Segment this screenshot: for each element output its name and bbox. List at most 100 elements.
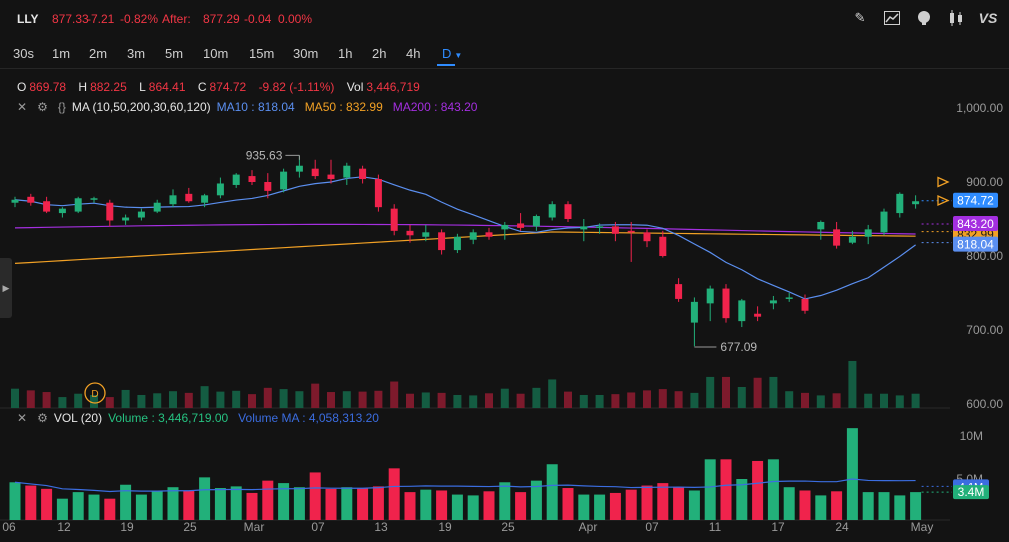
tab-30m[interactable]: 30m xyxy=(293,46,319,61)
settings-icon[interactable]: ⚙ xyxy=(37,100,48,114)
sidebar-toggle[interactable]: ▶ xyxy=(0,258,12,318)
tab-4h[interactable]: 4h xyxy=(406,46,421,61)
time-axis-label: Apr xyxy=(579,520,598,534)
tab-2h[interactable]: 2h xyxy=(372,46,387,61)
chevron-down-icon: ▼ xyxy=(454,51,463,60)
change-value: -9.82 (-1.11%) xyxy=(258,80,335,94)
volume-overlay-bar xyxy=(753,377,762,408)
ma-legend: ✕ ⚙ {} MA (10,50,200,30,60,120) MA10 : 8… xyxy=(17,100,477,114)
candle-body xyxy=(137,211,145,218)
tab-3m[interactable]: 3m xyxy=(127,46,146,61)
volume-bar xyxy=(357,488,369,520)
volume-overlay-bar xyxy=(26,390,35,408)
volume-bar xyxy=(167,487,179,520)
candle-body xyxy=(311,168,319,177)
volume-overlay-bar xyxy=(11,388,19,408)
candle-body xyxy=(738,300,746,322)
volume-bar xyxy=(467,495,479,520)
tab-d[interactable]: D ▼ xyxy=(442,46,462,61)
volume-overlay-bar xyxy=(643,390,651,408)
dividend-marker-label: D xyxy=(91,389,98,400)
tab-5m[interactable]: 5m xyxy=(165,46,184,61)
volume-badge: 3.4M xyxy=(958,485,985,499)
volume-overlay-bar xyxy=(453,394,462,408)
volume-bar xyxy=(831,491,843,520)
volume-bar xyxy=(688,490,700,520)
volume-overlay-bar xyxy=(390,381,399,408)
open-label: O xyxy=(17,80,27,94)
chart-type-icon[interactable] xyxy=(883,9,901,27)
tab-1m[interactable]: 1m xyxy=(52,46,71,61)
vol-value: 3,446,719 xyxy=(366,80,420,94)
volume-bar xyxy=(546,464,558,520)
candle-body xyxy=(754,313,762,317)
volume-overlay-bar xyxy=(216,391,225,408)
candle-body xyxy=(169,195,177,205)
volume-overlay-bar xyxy=(42,392,51,408)
volume-bar xyxy=(9,482,21,520)
candle-body xyxy=(216,183,224,196)
tab-15m[interactable]: 15m xyxy=(249,46,275,61)
alert-icon xyxy=(937,195,950,206)
code-icon[interactable]: {} xyxy=(57,100,66,114)
volume-bar xyxy=(41,488,53,520)
low-label: L xyxy=(139,80,146,94)
close-icon[interactable]: ✕ xyxy=(17,411,28,425)
volume-bar xyxy=(594,494,606,520)
candle-body xyxy=(769,300,777,304)
candle-body xyxy=(833,229,841,246)
change-pct: -0.82% xyxy=(120,12,159,26)
close-label: C xyxy=(197,80,207,94)
tab-1h[interactable]: 1h xyxy=(338,46,353,61)
volume-overlay-bar xyxy=(895,395,904,408)
volume-overlay-bar xyxy=(137,394,146,408)
volume-ma-value: Volume MA : 4,058,313.20 xyxy=(238,411,379,425)
close-icon[interactable]: ✕ xyxy=(17,100,28,114)
candle-body xyxy=(643,232,651,242)
volume-overlay-bar xyxy=(58,397,67,408)
time-axis-label: 12 xyxy=(57,520,71,534)
candle-body xyxy=(675,284,683,299)
volume-overlay-bar xyxy=(248,394,256,408)
ma50-value: MA50 : 832.99 xyxy=(304,100,383,114)
candlestick-icon[interactable] xyxy=(947,9,965,27)
candle-body xyxy=(295,165,303,172)
volume-overlay-bar xyxy=(90,394,98,408)
volume-overlay-bar xyxy=(706,376,715,408)
volume-overlay-bar xyxy=(595,394,604,408)
volume-axis-label: 10M xyxy=(960,429,983,443)
candle-body xyxy=(722,288,730,319)
settings-icon[interactable]: ⚙ xyxy=(37,411,48,425)
volume-overlay-bar xyxy=(564,391,572,408)
candle-body xyxy=(90,198,98,200)
volume-overlay-bar xyxy=(627,392,636,408)
volume-overlay-bar xyxy=(722,376,730,408)
volume-bar xyxy=(641,485,653,520)
candle-body xyxy=(453,236,461,251)
time-axis-label: 11 xyxy=(709,520,722,534)
volume-overlay-bar xyxy=(816,395,825,408)
candle-body xyxy=(596,226,604,228)
tab-2m[interactable]: 2m xyxy=(89,46,108,61)
candle-body xyxy=(264,182,272,191)
volume-overlay-bar xyxy=(674,391,683,408)
quote-header: LLY 877.33 -7.21 -0.82% After: 877.29 -0… xyxy=(0,0,1009,38)
price-axis-label: 700.00 xyxy=(966,323,1003,337)
volume-bar xyxy=(846,428,858,520)
symbol[interactable]: LLY xyxy=(17,12,39,26)
volume-bar xyxy=(436,490,448,520)
volume-bar xyxy=(388,468,400,520)
indicator-icon[interactable] xyxy=(915,9,933,27)
tab-30s[interactable]: 30s xyxy=(13,46,34,61)
volume-bar xyxy=(451,494,463,520)
alert-icon xyxy=(937,176,950,188)
volume-overlay-bar xyxy=(406,393,414,408)
pencil-icon[interactable]: ✎ xyxy=(854,10,866,25)
volume-overlay-bar xyxy=(279,389,288,408)
volume-bar xyxy=(862,492,874,520)
compare-icon[interactable]: VS xyxy=(978,10,998,26)
volume-bar xyxy=(56,498,68,520)
tab-10m[interactable]: 10m xyxy=(203,46,229,61)
last-price-badge-bg xyxy=(953,192,998,208)
